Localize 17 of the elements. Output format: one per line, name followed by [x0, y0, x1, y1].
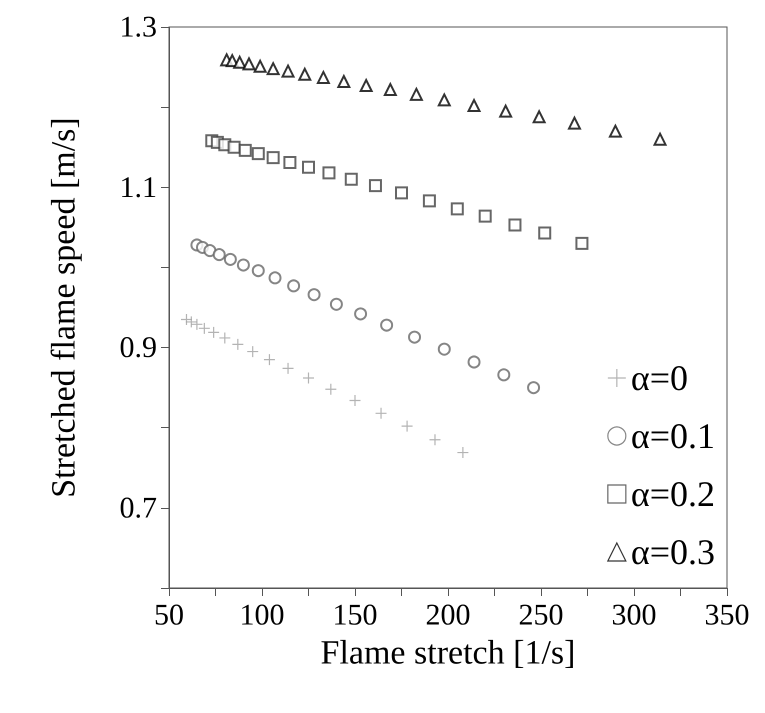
y-tick-label: 1.3	[120, 10, 157, 44]
y-axis-title: Stretched flame speed [m/s]	[46, 117, 82, 498]
x-tick-label: 350	[704, 598, 750, 632]
x-tick-label: 300	[612, 598, 656, 632]
legend-label: α=0.1	[630, 416, 716, 456]
x-tick-label: 50	[154, 598, 184, 632]
y-tick-label: 0.7	[120, 491, 157, 524]
legend-label: α=0	[630, 358, 688, 398]
legend-label: α=0.2	[630, 474, 716, 514]
x-tick-label: 150	[332, 598, 378, 632]
legend-label: α=0.3	[630, 532, 716, 572]
x-tick-label: 250	[518, 598, 564, 632]
x-axis-title: Flame stretch [1/s]	[320, 634, 576, 672]
y-tick-label: 1.1	[120, 170, 157, 204]
x-tick-label: 100	[240, 598, 284, 632]
y-tick-label: 0.9	[120, 331, 157, 364]
x-tick-label: 200	[426, 598, 470, 632]
